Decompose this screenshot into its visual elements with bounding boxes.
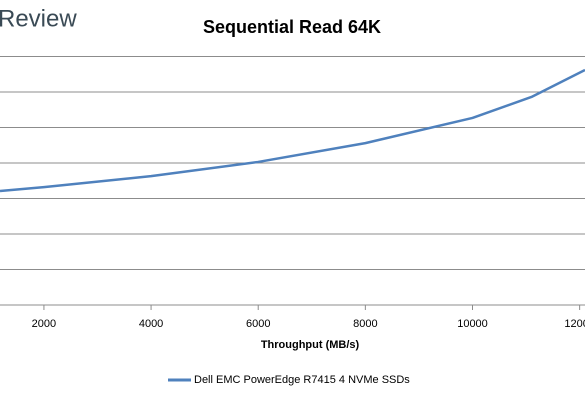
x-tick-label: 4000: [139, 318, 163, 330]
data-line: [0, 68, 585, 193]
x-tick-label: 12000: [564, 318, 585, 330]
x-tick-label: 8000: [353, 318, 377, 330]
logo: Review: [0, 5, 77, 32]
x-tick-label: 6000: [246, 318, 270, 330]
chart-title: Sequential Read 64K: [203, 17, 381, 37]
x-tick-label: 2000: [32, 318, 56, 330]
x-tick-label: 10000: [457, 318, 488, 330]
legend-label: Dell EMC PowerEdge R7415 4 NVMe SSDs: [194, 374, 410, 386]
x-axis-label: Throughput (MB/s): [261, 339, 360, 351]
